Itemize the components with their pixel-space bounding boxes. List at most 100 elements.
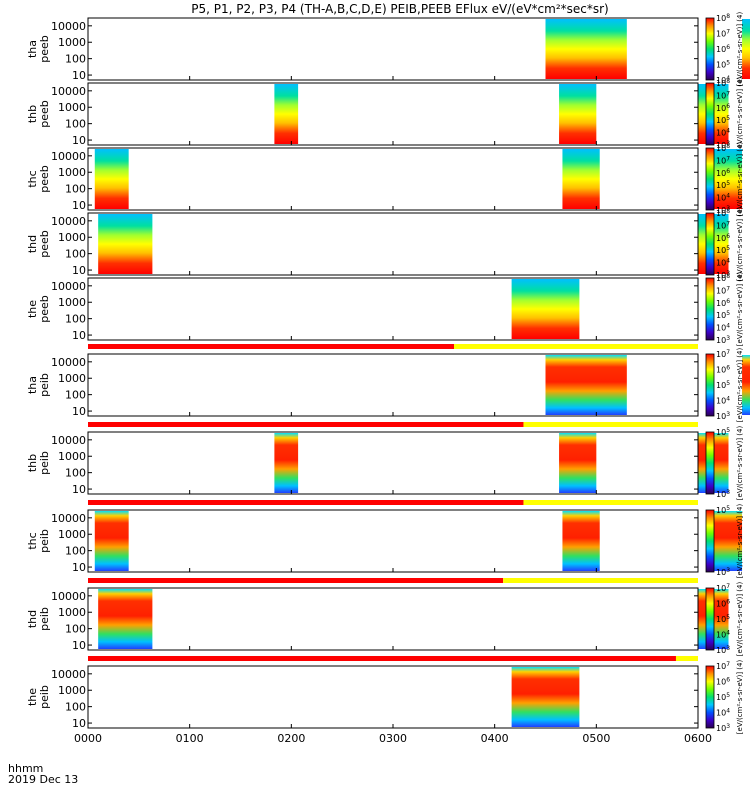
- spectrogram-block: [562, 149, 600, 209]
- spectrogram-block: [511, 667, 580, 727]
- spectrogram-block: [274, 433, 299, 493]
- spectrogram-block: [511, 279, 580, 339]
- spectrogram-panel: 10 100 1000 10000 thb peib 103 105 [eV/(cm²-s-sr…: [26, 422, 744, 501]
- y-tick-label: 10: [72, 561, 86, 574]
- y-tick-label: 100: [65, 53, 86, 66]
- time-axis-label: hhmm: [8, 762, 43, 775]
- colorbar-tick-label: 103: [716, 645, 730, 655]
- y-tick-label: 100: [65, 545, 86, 558]
- date-label: 2019 Dec 13: [8, 773, 78, 786]
- y-tick-label: 10000: [51, 668, 86, 681]
- panel-ylabel-product: peeb: [38, 295, 51, 323]
- y-tick-label: 1000: [58, 231, 86, 244]
- panel-frame: [87, 431, 699, 495]
- spectrogram-block: [559, 84, 597, 144]
- y-tick-label: 100: [65, 467, 86, 480]
- panel-ylabel-product: peib: [38, 529, 51, 553]
- y-tick-label: 10000: [51, 280, 86, 293]
- colorbar: [705, 665, 715, 729]
- colorbar-tick-label: 106: [716, 298, 730, 308]
- panel-ylabel-probe: thc: [26, 532, 39, 549]
- colorbar: [705, 353, 715, 417]
- spectrogram-panel: 10 100 1000 10000 the peeb 103 104 105 106 107 108 […: [26, 272, 744, 347]
- colorbar-tick-label: 107: [716, 285, 730, 295]
- spectrogram-block: [94, 149, 129, 209]
- x-tick-label: 0100: [176, 732, 204, 745]
- panel-ylabel-probe: the: [26, 300, 39, 318]
- panel-frame: [87, 82, 699, 146]
- panel-ylabel-probe: thc: [26, 170, 39, 187]
- colorbar-tick-label: 103: [716, 335, 730, 345]
- y-tick-label: 10: [72, 329, 86, 342]
- panel-ylabel-probe: thd: [26, 235, 39, 253]
- colorbar-tick-label: 104: [716, 193, 730, 203]
- spectrogram-block: [545, 355, 627, 415]
- spectrogram-block: [559, 433, 597, 493]
- x-tick-label: 0300: [379, 732, 407, 745]
- y-tick-label: 10000: [51, 20, 86, 33]
- quality-flag-red: [88, 656, 676, 661]
- colorbar-tick-label: 104: [716, 128, 730, 138]
- y-tick-label: 1000: [58, 606, 86, 619]
- y-tick-label: 1000: [58, 372, 86, 385]
- colorbar-label: [eV/(cm²-s-sr-eV)] (4): [736, 582, 744, 657]
- panel-frame: [87, 212, 699, 276]
- spectrogram-block: [742, 19, 750, 79]
- panel-ylabel-product: peib: [38, 607, 51, 631]
- y-tick-label: 1000: [58, 36, 86, 49]
- colorbar-tick-label: 105: [716, 115, 730, 125]
- panel-ylabel-product: peib: [38, 451, 51, 475]
- colorbar: [705, 17, 715, 81]
- spectrogram-panel: 10 100 1000 10000 thd peib 103 104 105 106 107 [eV/…: [26, 578, 744, 657]
- panel-frame: [87, 509, 699, 573]
- y-tick-label: 100: [65, 389, 86, 402]
- y-tick-label: 100: [65, 623, 86, 636]
- colorbar-tick-label: 106: [716, 677, 730, 687]
- colorbar-tick-label: 108: [716, 78, 730, 88]
- y-tick-label: 1000: [58, 166, 86, 179]
- colorbar-label: [eV/(cm²-s-sr-eV)] (4): [736, 207, 744, 282]
- x-tick-label: 0500: [582, 732, 610, 745]
- colorbar-tick-label: 108: [716, 13, 730, 23]
- chart-title: P5, P1, P2, P3, P4 (TH-A,B,C,D,E) PEIB,P…: [191, 2, 608, 16]
- y-tick-label: 10000: [51, 150, 86, 163]
- y-tick-label: 10: [72, 717, 86, 730]
- spectrogram-block: [562, 511, 600, 571]
- colorbar-label: [eV/(cm²-s-sr-eV)] (4): [736, 504, 744, 579]
- y-tick-label: 10: [72, 134, 86, 147]
- colorbar-tick-label: 105: [716, 60, 730, 70]
- y-tick-label: 10: [72, 69, 86, 82]
- colorbar-tick-label: 103: [716, 205, 730, 215]
- colorbar-tick-label: 103: [716, 140, 730, 150]
- colorbar-label: [eV/(cm²-s-sr-eV)] (4): [736, 426, 744, 501]
- colorbar-tick-label: 105: [716, 505, 730, 515]
- panel-ylabel-probe: thd: [26, 610, 39, 628]
- y-tick-label: 100: [65, 118, 86, 131]
- colorbar-tick-label: 105: [716, 614, 730, 624]
- colorbar-tick-label: 107: [716, 220, 730, 230]
- spectrogram-panel: 10 100 1000 10000 thb peeb 103 104 105 106 107 108 […: [26, 77, 744, 152]
- spectrogram-panel: 10 100 1000 10000 thc peeb 103 104 105 106 107 108 […: [26, 142, 744, 217]
- colorbar-tick-label: 107: [716, 29, 730, 39]
- quality-flag-red: [88, 422, 524, 427]
- colorbar-tick-label: 107: [716, 90, 730, 100]
- panel-frame: [87, 587, 699, 651]
- spectrogram-block: [98, 214, 153, 274]
- quality-flag-red: [88, 344, 454, 349]
- spectrogram-block: [742, 355, 750, 415]
- x-tick-label: 0400: [481, 732, 509, 745]
- colorbar-tick-label: 104: [716, 708, 730, 718]
- colorbar-tick-label: 103: [716, 411, 730, 421]
- colorbar-label: [eV/(cm²-s-sr-eV)] (4): [736, 142, 744, 217]
- panel-frame: [87, 277, 699, 341]
- colorbar: [705, 509, 715, 573]
- colorbar-tick-label: 104: [716, 75, 730, 85]
- quality-flag-yellow: [503, 578, 698, 583]
- spectrogram-panel: 10 100 1000 10000 tha peib 103 104 105 106 107 [eV/…: [26, 344, 750, 422]
- colorbar-tick-label: 103: [716, 270, 730, 280]
- x-tick-label: 0600: [684, 732, 712, 745]
- colorbar: [705, 82, 715, 146]
- y-tick-label: 100: [65, 313, 86, 326]
- colorbar-tick-label: 105: [716, 692, 730, 702]
